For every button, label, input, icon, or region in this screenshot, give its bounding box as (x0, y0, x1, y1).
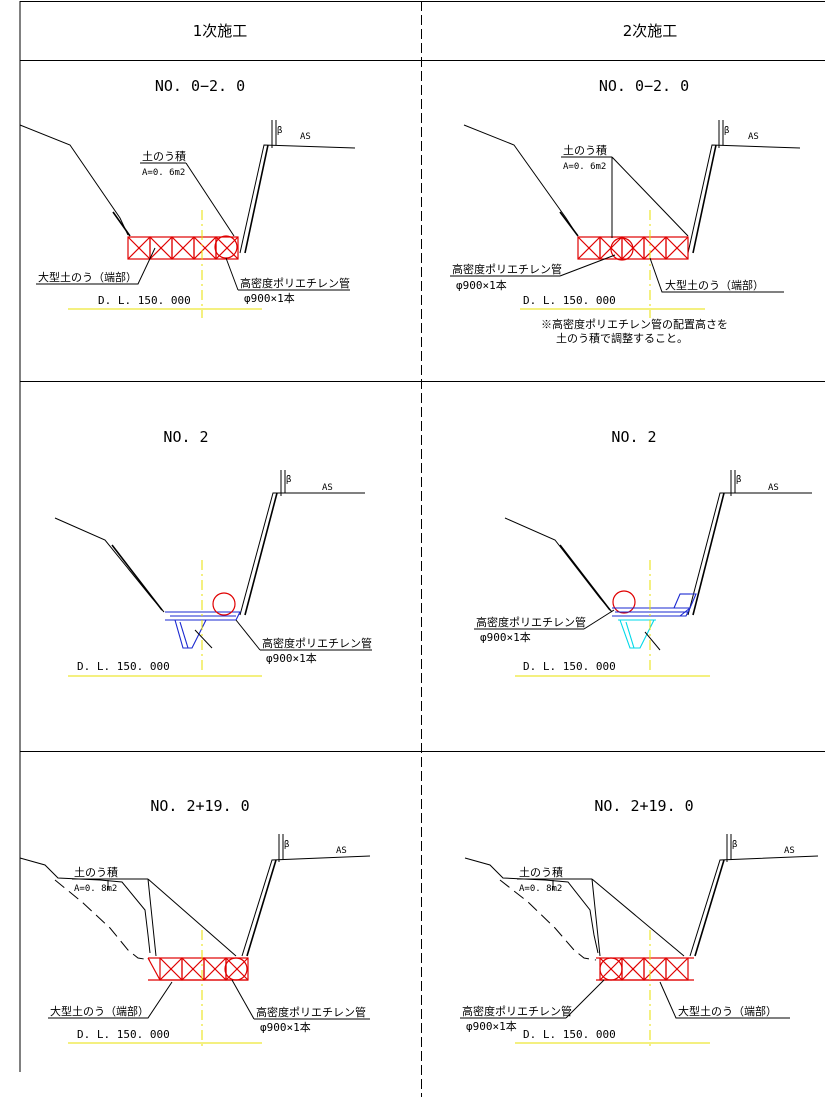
hdpe-pipe-label: 高密度ポリエチレン管 (476, 615, 586, 629)
sandbag-label: 土のう積 (563, 143, 607, 157)
large-sandbag-label: 大型土のう（端部） (38, 270, 137, 284)
ground-profile (54, 517, 165, 613)
area-label: A=0. 8m2 (74, 884, 117, 894)
area-label: A=0. 6m2 (142, 168, 185, 178)
hdpe-pipe-label: 高密度ポリエチレン管 (262, 636, 372, 650)
panel-row3-right: NO. 2+19. 0 β AS D. L. 150. 000 土のう積 A=0… (460, 797, 819, 1048)
note-line-2: 土のう積で調整すること。 (556, 331, 688, 345)
sheet-frame (19, 1, 825, 1097)
road-label: AS (300, 132, 311, 142)
svg-text:β: β (286, 475, 291, 485)
hdpe-pipe-circle (212, 592, 236, 616)
sandbag-stack (147, 957, 249, 981)
hdpe-pipe-label: 高密度ポリエチレン管 (452, 262, 562, 276)
datum-label: D. L. 150. 000 (523, 1028, 616, 1041)
section-title: NO. 2+19. 0 (150, 797, 249, 815)
pipe-spec-label: φ900×1本 (480, 630, 531, 644)
road-label: AS (322, 483, 333, 493)
svg-text:β: β (724, 126, 729, 136)
ground-profile (504, 517, 613, 613)
panel-row1-right: NO. 0−2. 0 β AS D. L. 150. 000 土のう積 A=0.… (450, 77, 801, 345)
hdpe-pipe-circle (610, 237, 634, 261)
road-label: AS (768, 483, 779, 493)
fence-icon: β (718, 120, 729, 148)
pipe-spec-label: φ900×1本 (466, 1019, 517, 1033)
pipe-spec-label: φ900×1本 (266, 651, 317, 665)
ground-profile (19, 124, 129, 236)
hdpe-pipe-circle (224, 957, 248, 981)
header-second-construction: 2次施工 (623, 22, 678, 40)
large-sandbag-label: 大型土のう（端部） (665, 278, 764, 292)
section-title: NO. 2 (611, 428, 656, 446)
sandbag-label: 土のう積 (519, 865, 563, 879)
panel-row2-right: NO. 2 β AS D. L. 150. 000 高密度ポリエチレン管 (474, 428, 812, 677)
panel-row2-left: NO. 2 β AS D. L. 150. 000 高密度ポリエチレン管 φ90… (54, 428, 372, 677)
fence-icon: β (278, 834, 289, 862)
pipe-spec-label: φ900×1本 (260, 1020, 311, 1034)
panel-row3-left: NO. 2+19. 0 β AS D. L. 150. 000 土のう積 A=0… (19, 797, 371, 1048)
area-label: A=0. 6m2 (563, 162, 606, 172)
section-title: NO. 0−2. 0 (155, 77, 245, 95)
section-title: NO. 2 (163, 428, 208, 446)
fence-icon: β (726, 834, 737, 862)
header-first-construction: 1次施工 (193, 22, 248, 40)
hdpe-pipe-label: 高密度ポリエチレン管 (240, 276, 350, 290)
sandbag-stack (127, 236, 239, 260)
road-label: AS (336, 846, 347, 856)
datum-label: D. L. 150. 000 (77, 660, 170, 673)
datum-label: D. L. 150. 000 (523, 660, 616, 673)
large-sandbag-label: 大型土のう（端部） (50, 1004, 149, 1018)
note-line-1: ※高密度ポリエチレン管の配置高さを (541, 317, 728, 331)
fence-icon: β (271, 120, 282, 148)
hdpe-pipe-circle (599, 957, 623, 981)
ground-profile (19, 857, 151, 954)
pipe-spec-label: φ900×1本 (244, 291, 295, 305)
section-title: NO. 2+19. 0 (594, 797, 693, 815)
section-title: NO. 0−2. 0 (599, 77, 689, 95)
fence-icon: β (730, 470, 741, 496)
svg-text:β: β (284, 840, 289, 850)
svg-text:β: β (732, 840, 737, 850)
road-label: AS (748, 132, 759, 142)
hdpe-pipe-circle (612, 590, 636, 614)
datum-label: D. L. 150. 000 (77, 1028, 170, 1041)
sandbag-label: 土のう積 (74, 865, 118, 879)
ground-profile (464, 857, 599, 954)
sandbag-label: 土のう積 (142, 149, 186, 163)
svg-text:β: β (736, 475, 741, 485)
area-label: A=0. 8m2 (519, 884, 562, 894)
formwork (612, 593, 697, 617)
panel-row1-left: NO. 0−2. 0 β AS D. L. 150. 000 土のう積 A=0.… (19, 77, 356, 318)
datum-label: D. L. 150. 000 (98, 294, 191, 307)
fence-icon: β (280, 470, 291, 496)
pipe-spec-label: φ900×1本 (456, 278, 507, 292)
large-sandbag-label: 大型土のう（端部） (678, 1004, 777, 1018)
hdpe-pipe-label: 高密度ポリエチレン管 (462, 1004, 572, 1018)
ground-profile (463, 124, 578, 236)
datum-label: D. L. 150. 000 (523, 294, 616, 307)
road-label: AS (784, 846, 795, 856)
sandbag-stack (596, 957, 694, 981)
svg-text:β: β (277, 126, 282, 136)
hdpe-pipe-label: 高密度ポリエチレン管 (256, 1005, 366, 1019)
